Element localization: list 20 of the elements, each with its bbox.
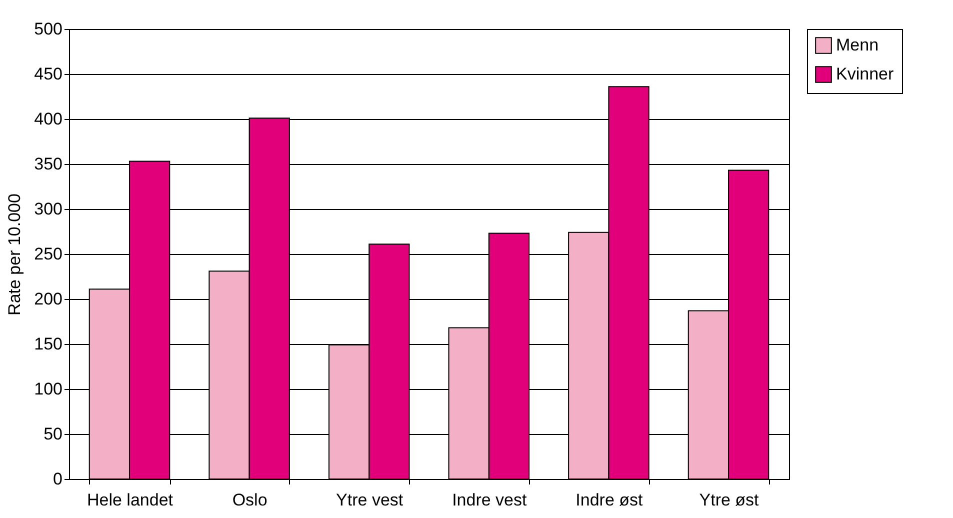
y-tick-label: 200 bbox=[34, 290, 62, 308]
y-axis-title: Rate per 10.000 bbox=[5, 194, 24, 316]
x-tick-label: Ytre øst bbox=[699, 490, 760, 510]
y-tick-label: 400 bbox=[34, 110, 62, 128]
y-tick-label: 150 bbox=[34, 334, 62, 354]
x-tick-label: Ytre vest bbox=[336, 490, 404, 510]
y-tick-label: 300 bbox=[34, 200, 62, 218]
y-tick-label: 100 bbox=[34, 380, 62, 398]
y-tick-label: 500 bbox=[34, 20, 62, 38]
x-tick-label: Indre øst bbox=[576, 490, 644, 510]
y-tick-label: 250 bbox=[34, 244, 62, 264]
y-tick-label: 350 bbox=[34, 154, 62, 174]
legend-label: Kvinner bbox=[836, 64, 894, 84]
y-tick-label: 450 bbox=[34, 64, 62, 84]
y-tick-label: 50 bbox=[44, 424, 62, 444]
y-tick-label: 0 bbox=[53, 470, 62, 488]
x-tick-label: Hele landet bbox=[86, 490, 174, 510]
x-tick-label: Indre vest bbox=[452, 490, 527, 510]
legend-label: Menn bbox=[836, 36, 879, 54]
x-tick-label: Oslo bbox=[232, 490, 268, 510]
